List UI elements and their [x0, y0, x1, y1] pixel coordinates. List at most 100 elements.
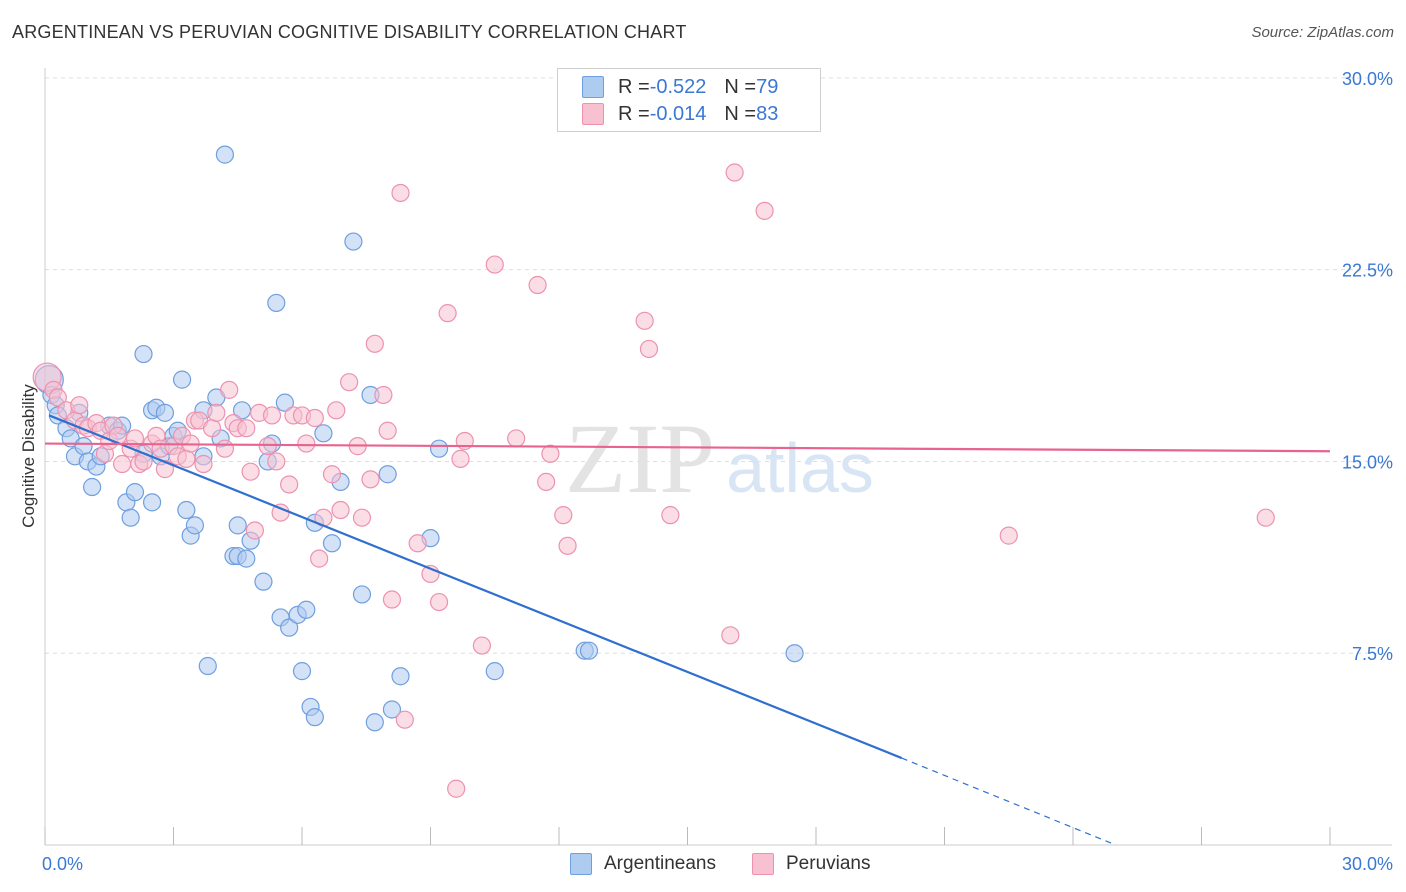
peruvians-point [241, 462, 260, 481]
source-label: Source: ZipAtlas.com [1251, 24, 1394, 41]
peruvians-point [70, 396, 89, 415]
peruvians-point [194, 454, 213, 474]
peruvians-point [220, 380, 239, 399]
argentineans-point [485, 662, 504, 681]
peruvians-swatch [582, 103, 604, 125]
argentineans-point [378, 465, 397, 484]
peruvians-point [721, 626, 740, 645]
peruvians-point [554, 506, 573, 525]
peruvians-point [382, 590, 402, 609]
peruvians-point [177, 449, 196, 468]
peruvians-point [507, 429, 526, 448]
peruvians-point [305, 408, 324, 428]
peruvians-point [429, 592, 449, 612]
y-tick-label: 7.5% [1352, 644, 1393, 664]
peruvians-point [215, 439, 234, 458]
peruvians-point [48, 388, 67, 407]
argentineans-point [352, 585, 372, 604]
argentineans-point [177, 500, 196, 520]
argentineans-point [297, 600, 316, 619]
peruvians-point [365, 334, 384, 353]
peruvians-point [438, 304, 457, 323]
argentineans-point [237, 549, 256, 568]
peruvians-point [202, 419, 222, 438]
peruvians-point [361, 470, 380, 489]
peruvians-points [32, 163, 1275, 798]
argentineans-point [314, 424, 333, 443]
legend-r-value: -0.522 [649, 75, 707, 98]
peruvians-point [447, 779, 466, 798]
bottom-legend-peruvians[interactable]: Peruvians [752, 852, 871, 876]
peruvians-point [725, 163, 744, 182]
legend-r-value: -0.014 [649, 102, 707, 125]
argentineans-point [198, 656, 217, 676]
peruvians-legend-label: Peruvians [786, 853, 871, 874]
argentineans-trend-extension [901, 757, 1117, 846]
argentineans-point [322, 534, 342, 553]
trend-lines [44, 414, 1331, 846]
argentineans-point [172, 370, 192, 389]
legend-row-peruvians: R = -0.014 N = 83 [582, 102, 778, 126]
peruvians-point [485, 255, 504, 274]
argentineans-legend-swatch [570, 853, 592, 875]
argentineans-point [125, 483, 145, 502]
argentineans-point [155, 403, 175, 422]
legend-n-value: 79 [756, 75, 779, 98]
peruvians-point [327, 401, 346, 420]
axes [44, 68, 1392, 846]
peruvians-point [374, 385, 393, 405]
peruvians-legend-swatch [752, 853, 774, 875]
peruvians-point [395, 710, 414, 729]
x-tick-label: 30.0% [1342, 854, 1393, 874]
peruvians-point [112, 454, 132, 474]
bottom-legend-argentineans[interactable]: Argentineans [570, 852, 716, 876]
argentineans-point [215, 145, 234, 164]
legend-n-label: N = [724, 102, 757, 125]
peruvians-point [541, 444, 560, 463]
watermark-zip: ZIP [565, 403, 715, 514]
argentineans-point [391, 667, 410, 686]
argentineans-point [280, 618, 299, 637]
peruvians-point [408, 534, 427, 553]
peruvians-point [155, 460, 175, 479]
argentineans-trend-line [48, 414, 903, 760]
peruvians-point [125, 429, 145, 448]
argentineans-point [292, 662, 312, 681]
argentineans-point [344, 232, 363, 251]
peruvians-point [639, 339, 659, 359]
argentineans-point [185, 516, 205, 535]
argentineans-point [305, 708, 324, 727]
peruvians-point [451, 449, 470, 468]
peruvians-point [280, 475, 299, 494]
argentineans-point [275, 393, 294, 412]
peruvians-point [207, 403, 226, 422]
watermark: ZIP atlas [565, 403, 874, 514]
argentineans-point [121, 508, 140, 527]
argentineans-point [429, 439, 449, 458]
watermark-atlas: atlas [726, 429, 874, 507]
argentineans-point [134, 344, 153, 364]
x-tick-label: 0.0% [42, 854, 83, 874]
peruvians-point [472, 636, 491, 655]
peruvians-point [322, 465, 342, 484]
argentineans-point [254, 572, 273, 591]
peruvians-point [340, 373, 359, 392]
peruvians-point [262, 406, 282, 425]
argentineans-point [142, 493, 162, 512]
peruvians-point [999, 526, 1018, 545]
peruvians-point [1256, 508, 1275, 527]
argentineans-legend-label: Argentineans [604, 853, 716, 874]
peruvians-point [378, 421, 397, 440]
peruvians-point [528, 275, 547, 295]
peruvians-point [297, 434, 316, 453]
argentineans-point [382, 700, 402, 719]
peruvians-point [267, 452, 286, 471]
argentineans-point [74, 437, 93, 456]
peruvians-point [352, 508, 372, 527]
argentineans-point [267, 293, 286, 313]
y-axis-title: Cognitive Disability [19, 384, 38, 528]
peruvians-point [310, 549, 329, 568]
argentineans-point [579, 641, 599, 660]
y-tick-label: 30.0% [1342, 69, 1393, 89]
